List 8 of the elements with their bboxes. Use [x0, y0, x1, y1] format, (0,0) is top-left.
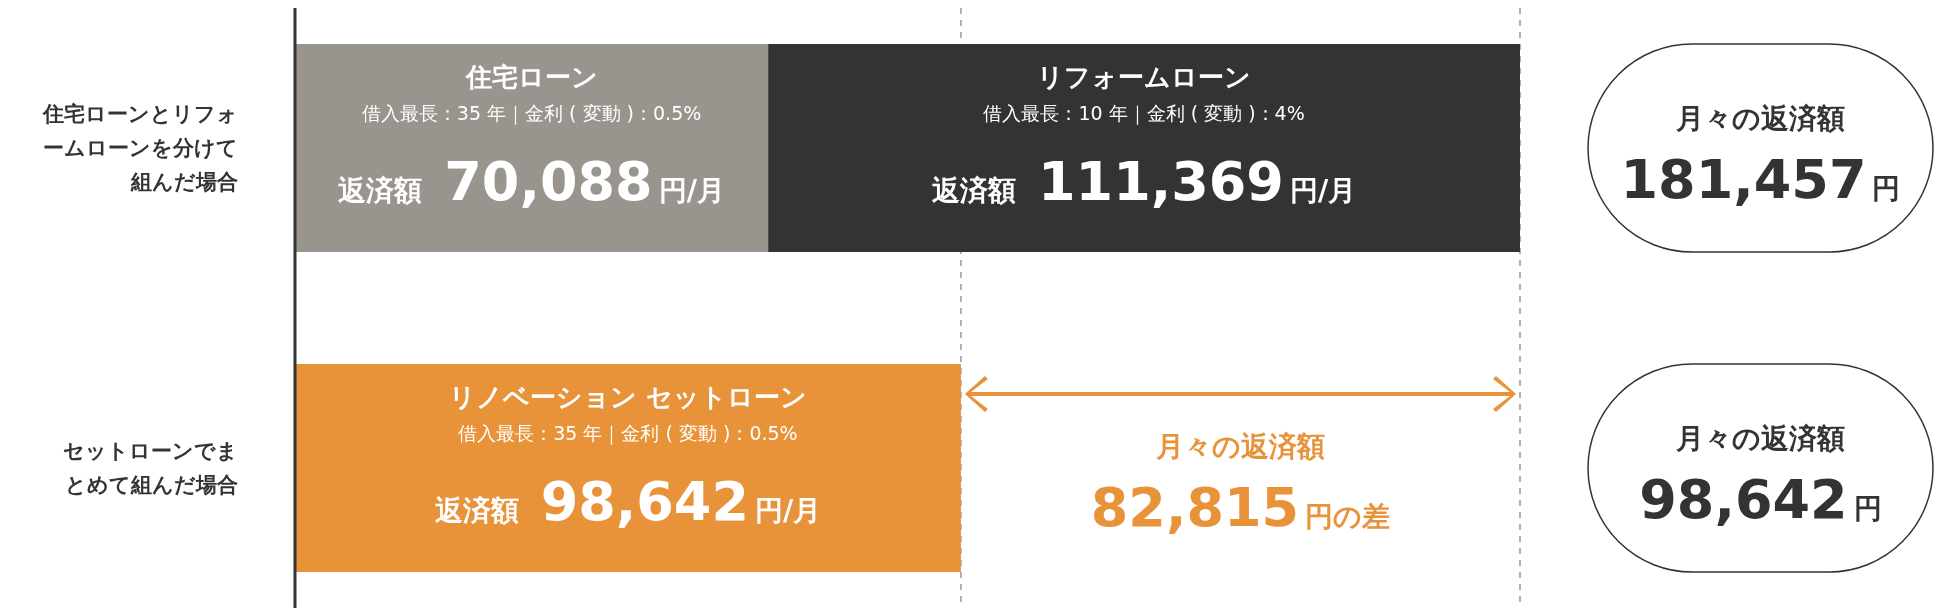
y-tick-label: セットローンでまとめて組んだ場合	[62, 438, 238, 499]
series-label: リノベーション セットローン	[448, 382, 807, 412]
series-label: リフォームローン	[1037, 62, 1252, 92]
annotation: 借入最長：35 年｜金利 ( 変動 )：0.5%	[361, 102, 702, 125]
y-tick-label: 住宅ローンとリフォームローンを分けて組んだ場合	[42, 101, 238, 196]
annotation: 借入最長：35 年｜金利 ( 変動 )：0.5%	[458, 422, 798, 445]
series-label: 住宅ローン	[464, 62, 598, 92]
annotation: 借入最長：10 年｜金利 ( 変動 )：4%	[983, 102, 1305, 125]
